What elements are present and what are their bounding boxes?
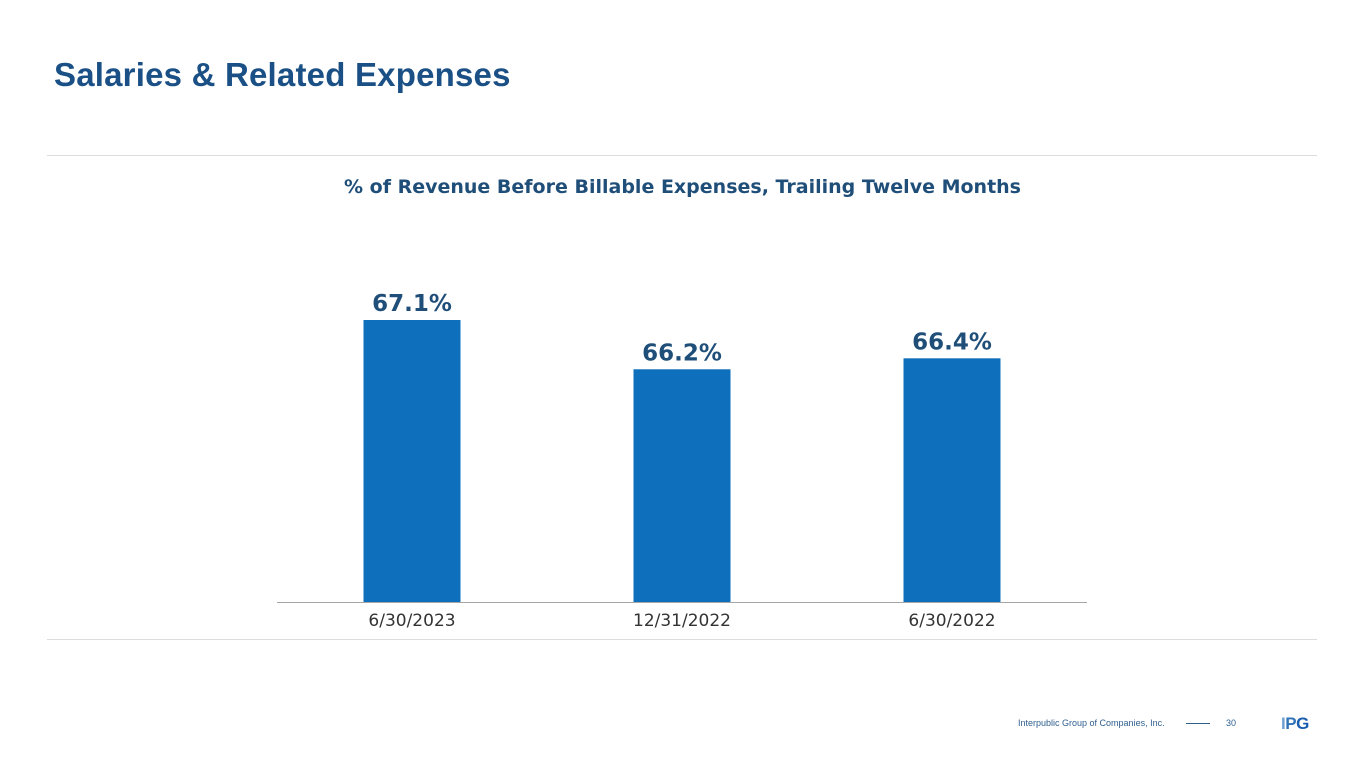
category-label-1: 6/30/2023 xyxy=(368,611,455,631)
category-label-3: 6/30/2022 xyxy=(908,611,995,631)
logo-letter-i: I xyxy=(1281,714,1286,733)
bar-3 xyxy=(903,358,1001,602)
value-label-2: 66.2% xyxy=(642,340,722,366)
page-title: Salaries & Related Expenses xyxy=(54,56,511,93)
bottom-divider xyxy=(47,639,1317,640)
footer-company-name: Interpublic Group of Companies, Inc. xyxy=(1018,718,1165,728)
logo-letter-p: P xyxy=(1285,714,1297,733)
category-label-2: 12/31/2022 xyxy=(633,611,731,631)
value-label-1: 67.1% xyxy=(372,291,452,317)
page-number: 30 xyxy=(1226,718,1237,728)
bar-2 xyxy=(633,369,731,602)
chart-title: % of Revenue Before Billable Expenses, T… xyxy=(344,176,1021,198)
bar-1 xyxy=(363,320,461,602)
top-divider xyxy=(47,155,1317,156)
value-label-3: 66.4% xyxy=(912,329,992,355)
logo-letter-g: G xyxy=(1296,714,1309,733)
ipg-logo: I P G xyxy=(1281,714,1309,734)
footer-separator xyxy=(1186,723,1210,724)
